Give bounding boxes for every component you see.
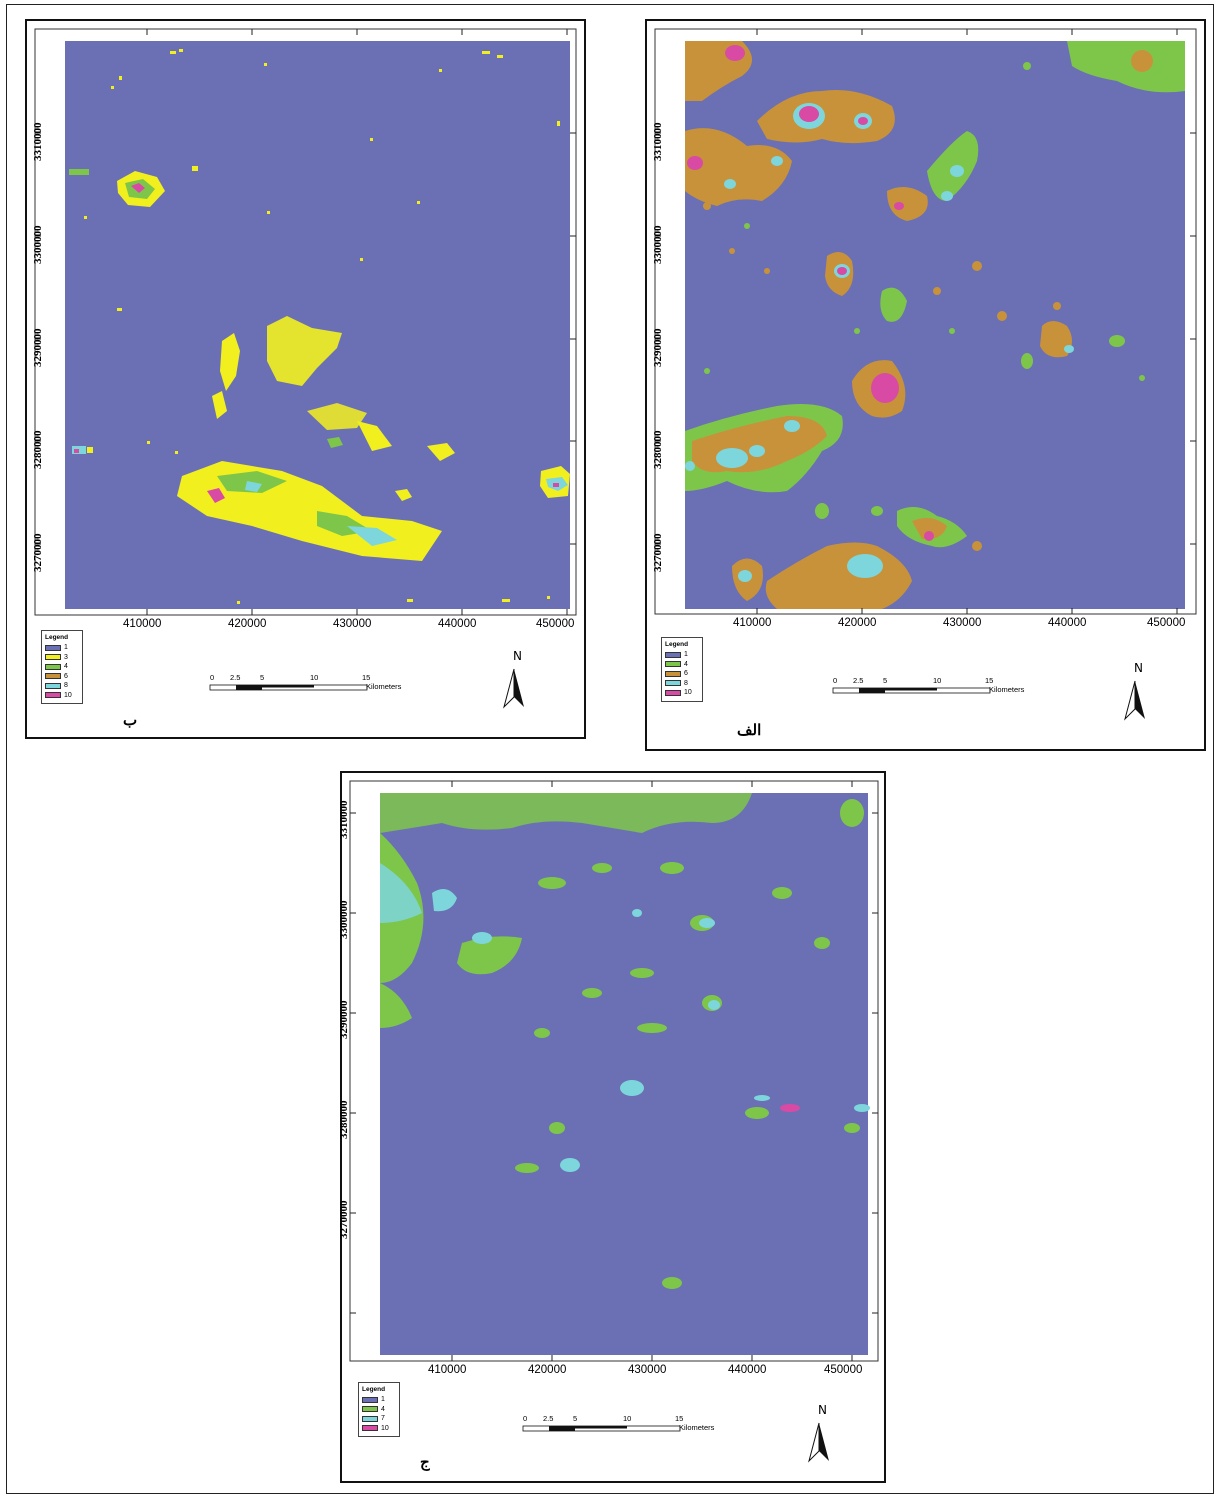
legend-item: 6 (665, 669, 699, 679)
legend-title: Legend (362, 1386, 386, 1393)
north-label: N (513, 649, 522, 663)
x-tick: 430000 (628, 1364, 667, 1376)
panel-label: الف (737, 721, 762, 739)
legend-item: 6 (45, 672, 79, 682)
y-tick: 3280000 (652, 430, 664, 470)
x-tick: 450000 (536, 618, 575, 630)
legend-item: 4 (45, 662, 79, 672)
east-cluster (540, 466, 570, 498)
central-cluster (177, 316, 455, 561)
y-tick: 3270000 (32, 533, 44, 573)
panel-label: ج (420, 1453, 430, 1471)
class-3-speckles (84, 49, 560, 604)
map-panel-alef: 410000 420000 430000 440000 450000 33100… (645, 19, 1206, 751)
north-label: N (818, 1403, 827, 1417)
x-tick: 430000 (333, 618, 372, 630)
west-cluster (72, 446, 93, 454)
legend-item: 7 (362, 1414, 396, 1424)
class-1-background (380, 793, 868, 1355)
x-tick: 410000 (733, 617, 772, 629)
map-b-canvas (34, 28, 577, 709)
nw-cluster (69, 169, 165, 207)
scale-bar-alef (832, 687, 991, 694)
x-tick: 410000 (123, 618, 162, 630)
y-tick: 3280000 (32, 430, 44, 470)
scale-bar-b (209, 684, 368, 691)
north-label: N (1134, 661, 1143, 675)
y-tick: 3310000 (338, 800, 350, 840)
y-tick: 3270000 (338, 1200, 350, 1240)
y-tick: 3300000 (32, 225, 44, 265)
legend-item: 1 (362, 1395, 396, 1405)
panel-label: ب (123, 711, 138, 729)
y-tick: 3300000 (652, 225, 664, 265)
x-tick: 420000 (528, 1364, 567, 1376)
legend-jim: Legend 1 4 7 10 (358, 1382, 400, 1437)
legend-item: 10 (665, 688, 699, 698)
y-tick: 3280000 (338, 1100, 350, 1140)
map-b-ticks (35, 29, 576, 615)
legend-item: 1 (45, 643, 79, 653)
north-arrow-icon (503, 668, 524, 709)
legend-item: 8 (45, 681, 79, 691)
north-arrow-icon (1124, 680, 1145, 721)
x-tick: 440000 (1048, 617, 1087, 629)
y-tick: 3300000 (338, 900, 350, 940)
y-tick: 3290000 (32, 328, 44, 368)
x-tick: 430000 (943, 617, 982, 629)
y-tick: 3310000 (652, 122, 664, 162)
legend-item: 10 (362, 1424, 396, 1434)
map-panel-b: 410000 420000 430000 440000 450000 33100… (25, 19, 586, 739)
legend-title: Legend (45, 634, 69, 641)
x-tick: 440000 (728, 1364, 767, 1376)
y-tick: 3290000 (338, 1000, 350, 1040)
x-tick: 420000 (838, 617, 877, 629)
legend-item: 8 (665, 679, 699, 689)
x-tick: 450000 (824, 1364, 863, 1376)
legend-item: 10 (45, 691, 79, 701)
x-tick: 410000 (428, 1364, 467, 1376)
map-alef-canvas (654, 28, 1197, 721)
legend-item: 4 (362, 1405, 396, 1415)
x-tick: 440000 (438, 618, 477, 630)
map-jim-canvas (349, 780, 879, 1463)
y-tick: 3310000 (32, 122, 44, 162)
legend-item: 4 (665, 660, 699, 670)
north-arrow-icon (808, 1422, 829, 1463)
legend-item: 3 (45, 653, 79, 663)
y-tick: 3290000 (652, 328, 664, 368)
x-tick: 450000 (1147, 617, 1186, 629)
legend-title: Legend (665, 641, 689, 648)
y-tick: 3270000 (652, 533, 664, 573)
figure-frame (6, 4, 1214, 1494)
map-panel-jim: 410000 420000 430000 440000 450000 33100… (338, 771, 886, 1483)
x-tick: 420000 (228, 618, 267, 630)
legend-alef: Legend 1 4 6 8 10 (661, 637, 703, 702)
scale-bar-jim (522, 1425, 681, 1432)
legend-item: 1 (665, 650, 699, 660)
legend-b: Legend 1 3 4 6 8 10 (41, 630, 83, 704)
